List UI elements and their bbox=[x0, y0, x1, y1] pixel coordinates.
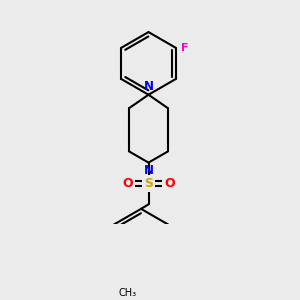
Text: O: O bbox=[164, 177, 175, 190]
Text: N: N bbox=[143, 164, 154, 177]
Text: N: N bbox=[143, 80, 154, 93]
Text: F: F bbox=[181, 43, 188, 53]
Text: O: O bbox=[122, 177, 133, 190]
Text: CH₃: CH₃ bbox=[118, 288, 137, 298]
Text: S: S bbox=[144, 177, 153, 190]
